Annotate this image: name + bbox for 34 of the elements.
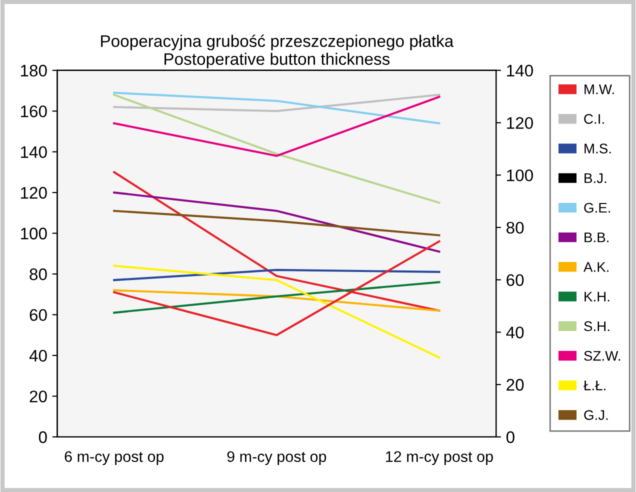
legend-label: M.S.	[584, 144, 611, 154]
y-tick-label: 120	[20, 186, 47, 199]
y2-tick-label: 120	[507, 117, 533, 129]
y2-tick-label: 140	[507, 64, 533, 77]
y2-tick-label: 40	[506, 326, 524, 338]
y-tick-label: 40	[29, 350, 47, 362]
y2-tick-label: 20	[506, 378, 524, 391]
y-tick-label: 60	[30, 309, 47, 321]
legend-label: M.W.	[584, 84, 614, 94]
y-tick-label: 0	[38, 431, 47, 444]
legend-label: G.J.	[584, 410, 608, 420]
legend-label: K.H.	[584, 292, 610, 302]
y-tick-label: 80	[30, 268, 47, 280]
legend-label: S.H.	[584, 321, 610, 332]
y-tick-label: 180	[20, 64, 47, 77]
y2-tick-label: 100	[507, 169, 533, 182]
legend-label: Ł.Ł.	[584, 380, 606, 390]
x-tick-label: 12 m-cy post op	[386, 451, 493, 466]
legend-label: A.K.	[584, 262, 608, 272]
legend-label: B.B.	[584, 232, 608, 242]
y2-tick-label: 80	[506, 222, 524, 234]
y-tick-label: 140	[20, 146, 47, 158]
y2-tick-label: 60	[506, 274, 524, 286]
legend-label: SZ.W.	[584, 350, 620, 361]
chart-title: Pooperacyjna grubość przeszczepionego płatka Postoperative button thickness	[101, 34, 454, 68]
x-tick-label: 9 m-cy post op	[227, 451, 326, 466]
legend-label: G.E.	[584, 202, 610, 213]
y2-tick-label: 0	[506, 431, 514, 444]
legend-label: C.I.	[584, 114, 604, 124]
legend-label: B.J.	[584, 173, 606, 184]
x-tick-label: 6 m-cy post op	[64, 451, 164, 466]
y-tick-label: 160	[20, 105, 47, 118]
y-tick-label: 100	[20, 228, 47, 240]
y-tick-label: 20	[30, 390, 47, 402]
